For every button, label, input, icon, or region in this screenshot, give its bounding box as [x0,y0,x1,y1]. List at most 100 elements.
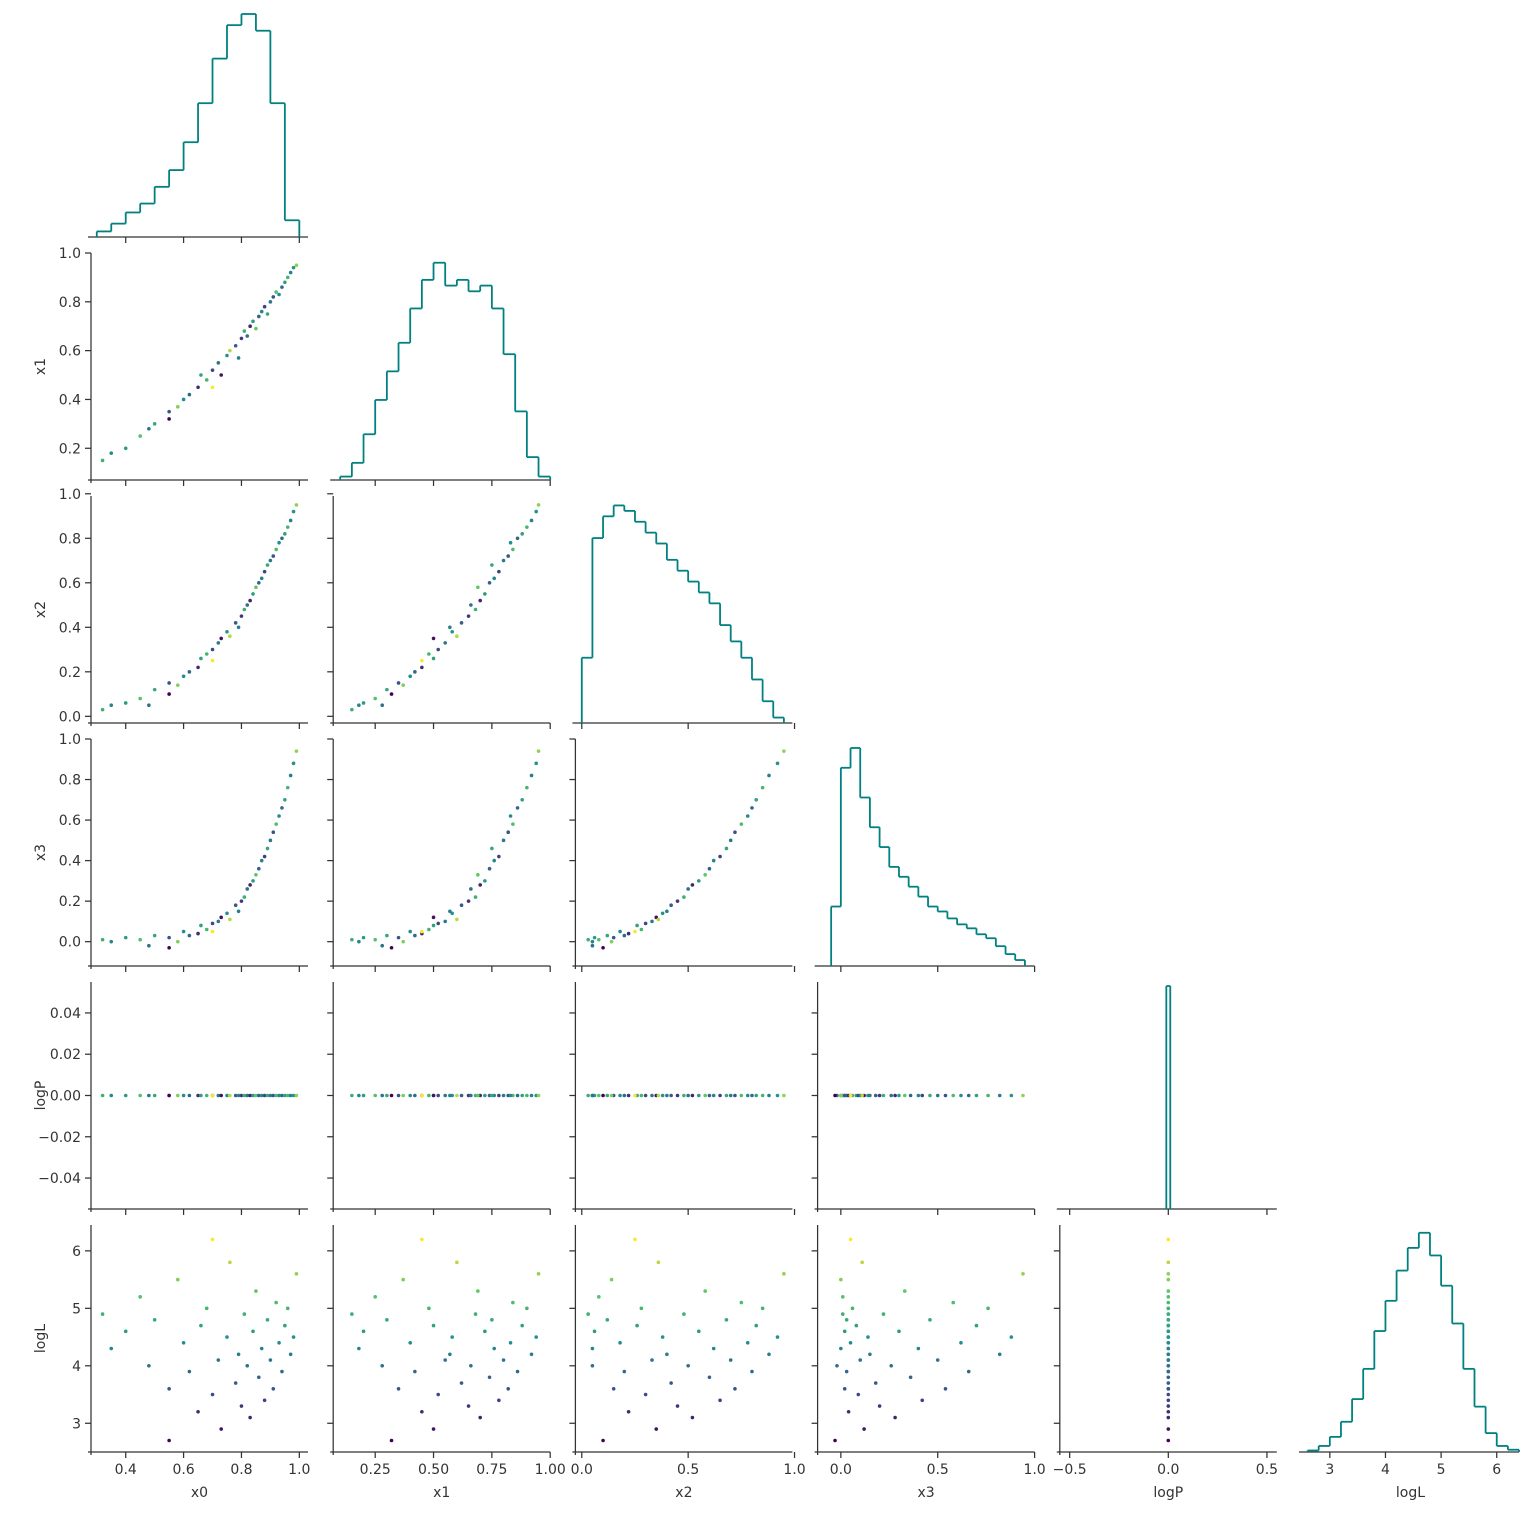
scatter-point [959,1093,963,1098]
scatter-point [739,1093,744,1098]
scatter-point [1166,1409,1171,1414]
scatter-point [656,1093,661,1098]
scatter-point [840,1295,845,1299]
scatter-point [210,1392,215,1397]
scatter-point [943,1093,948,1098]
scatter-point [536,1272,541,1276]
scatter-point [665,1093,669,1098]
scatter-point [609,1093,614,1098]
scatter-point [350,1312,354,1316]
scatter-point [592,1329,597,1334]
scatter-point [242,895,247,899]
scatter-point [100,1312,105,1316]
scatter-point [506,554,511,558]
scatter-point [176,939,180,944]
scatter-point [373,937,378,942]
scatter-point [1166,1352,1171,1357]
scatter-point [525,1093,529,1098]
scatter-point [1166,1415,1171,1420]
scatter-point [897,1093,901,1098]
scatter-point [635,923,639,928]
scatter-point [920,1093,925,1098]
scatter-point [609,1277,614,1282]
scatter-point [534,509,538,514]
scatter-point [380,943,385,948]
scatter-point [210,1093,215,1098]
scatter-point [592,935,597,940]
scatter-point [280,1093,284,1098]
x-tick-label: 0.25 [360,1462,391,1478]
scatter-point [199,373,203,377]
x-tick-label: 5 [1437,1462,1446,1478]
scatter-point [123,701,128,705]
scatter-point [775,761,780,766]
scatter-point [609,939,614,944]
scatter-point [271,554,276,558]
scatter-point [123,935,128,940]
scatter-point [525,1306,529,1311]
scatter-point [782,1093,786,1098]
y-tick-label: 0.2 [59,441,81,457]
scatter-point [420,929,424,934]
y-tick-label: 0.04 [50,1006,81,1022]
scatter-point [385,687,389,692]
scatter-point [618,1341,622,1345]
scatter-point [294,1272,299,1276]
scatter-point [431,923,436,928]
scatter-point [420,1409,424,1414]
scatter-point [248,1415,252,1420]
scatter-point [718,1398,722,1403]
scatter-point [294,263,299,268]
scatter-point [478,883,483,887]
scatter-point [459,903,464,907]
scatter-point [262,569,267,574]
scatter-point [525,785,529,790]
scatter-point [385,1093,389,1098]
scatter-point [767,773,771,778]
scatter-point [420,658,424,663]
scatter-point [889,1363,894,1368]
scatter-point [611,1386,616,1391]
scatter-point [760,785,765,790]
scatter-point [216,1093,221,1098]
scatter-point [196,1093,200,1098]
scatter-point [515,1369,520,1374]
scatter-point [274,290,278,294]
scatter-point [920,1398,925,1403]
scatter-point [196,1409,200,1414]
scatter-point [420,1093,424,1098]
scatter-point [436,1093,441,1098]
scatter-point [138,696,142,701]
scatter-point [251,1329,255,1334]
scatter-point [152,687,157,692]
scatter-point [601,1438,605,1443]
scatter-point [866,1335,870,1339]
scatter-point [236,909,241,914]
scatter-point [216,641,221,645]
scatter-point [167,935,171,940]
scatter-point [109,451,114,455]
scatter-point [473,895,478,899]
scatter-point [216,919,221,924]
scatter-point [534,761,538,766]
scatter-point [1166,1289,1171,1293]
scatter-point [373,696,378,701]
scatter-point [908,1375,913,1380]
y-tick-label: 0.02 [50,1047,81,1063]
scatter-point [1166,1346,1171,1351]
scatter-point [285,525,290,529]
scatter-point [245,1093,250,1098]
scatter-point [487,580,492,585]
x-axis-label: x1 [433,1485,450,1501]
scatter-point [413,1369,417,1374]
scatter-point [877,1404,882,1408]
scatter-point [123,1329,128,1334]
scatter-point [605,933,610,938]
scatter-point [497,569,501,574]
scatter-point [236,1093,241,1098]
scatter-point [181,1341,186,1345]
scatter-point [707,1093,712,1098]
scatter-point [254,1093,258,1098]
scatter-point [1166,1375,1171,1380]
scatter-point [669,903,673,907]
